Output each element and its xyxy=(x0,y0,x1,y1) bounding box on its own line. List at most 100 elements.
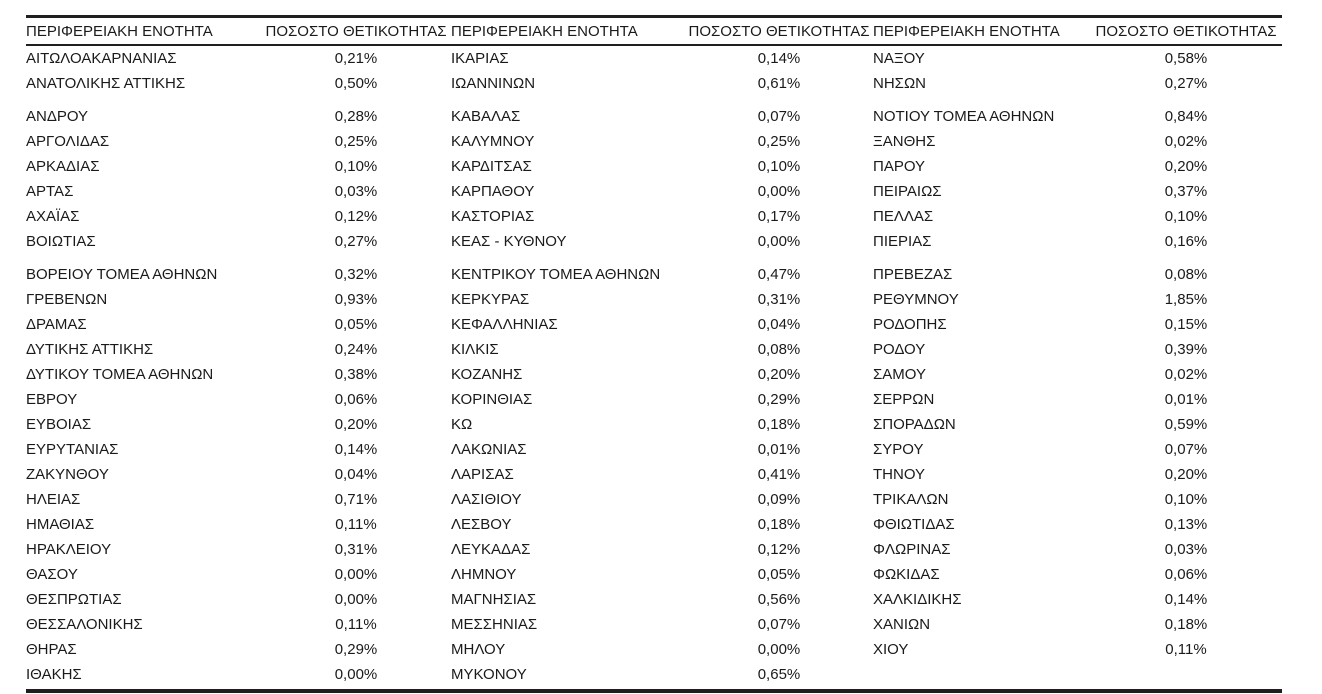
region-cell: ΖΑΚΥΝΘΟΥ xyxy=(26,466,109,483)
table-row: ΘΕΣΠΡΩΤΙΑΣ 0,00% ΜΑΓΝΗΣΙΑΣ 0,56% ΧΑΛΚΙΔΙΚΗΣ 0… xyxy=(26,587,1282,612)
region-cell: ΚΟΡΙΝΘΙΑΣ xyxy=(451,391,533,408)
positivity-value-cell: 0,59% xyxy=(1164,416,1208,433)
positivity-value-cell: 0,12% xyxy=(757,541,801,558)
region-cell: ΚΕΑΣ - ΚΥΘΝΟΥ xyxy=(451,233,567,250)
region-cell: ΛΑΚΩΝΙΑΣ xyxy=(451,441,527,458)
region-cell: ΞΑΝΘΗΣ xyxy=(873,133,936,150)
positivity-value-cell: 0,31% xyxy=(757,291,801,308)
region-cell: ΚΑΒΑΛΑΣ xyxy=(451,108,521,125)
positivity-value-cell: 0,05% xyxy=(757,566,801,583)
positivity-value-cell: 0,56% xyxy=(757,591,801,608)
table-row: ΓΡΕΒΕΝΩΝ 0,93% ΚΕΡΚΥΡΑΣ 0,31% ΡΕΘΥΜΝΟΥ 1,85% xyxy=(26,287,1282,312)
positivity-value-cell: 0,20% xyxy=(1164,466,1208,483)
positivity-value-cell: 0,15% xyxy=(1164,316,1208,333)
region-cell: ΠΡΕΒΕΖΑΣ xyxy=(873,266,953,283)
positivity-value-cell: 0,32% xyxy=(334,266,378,283)
positivity-value-cell: 0,04% xyxy=(757,316,801,333)
table-row: ΑΧΑΪΑΣ 0,12% ΚΑΣΤΟΡΙΑΣ 0,17% ΠΕΛΛΑΣ 0,10% xyxy=(26,204,1282,229)
table-row: ΑΡΓΟΛΙΔΑΣ 0,25% ΚΑΛΥΜΝΟΥ 0,25% ΞΑΝΘΗΣ 0,02% xyxy=(26,129,1282,154)
region-cell: ΚΩ xyxy=(451,416,473,433)
region-cell: ΕΥΡΥΤΑΝΙΑΣ xyxy=(26,441,119,458)
positivity-value-cell: 0,03% xyxy=(1164,541,1208,558)
table-row: ΑΡΚΑΔΙΑΣ 0,10% ΚΑΡΔΙΤΣΑΣ 0,10% ΠΑΡΟΥ 0,20% xyxy=(26,154,1282,179)
region-cell: ΠΕΙΡΑΙΩΣ xyxy=(873,183,942,200)
region-cell: ΝΟΤΙΟΥ ΤΟΜΕΑ ΑΘΗΝΩΝ xyxy=(873,108,1055,125)
positivity-value-cell: 0,00% xyxy=(757,183,801,200)
table-row: ΕΒΡΟΥ 0,06% ΚΟΡΙΝΘΙΑΣ 0,29% ΣΕΡΡΩΝ 0,01% xyxy=(26,387,1282,412)
table-row: ΔΥΤΙΚΟΥ ΤΟΜΕΑ ΑΘΗΝΩΝ 0,38% ΚΟΖΑΝΗΣ 0,20% ΣΑΜ… xyxy=(26,362,1282,387)
positivity-value-cell: 0,20% xyxy=(757,366,801,383)
region-cell: ΔΡΑΜΑΣ xyxy=(26,316,87,333)
positivity-value-cell: 0,18% xyxy=(1164,616,1208,633)
header-positivity-3: ΠΟΣΟΣΤΟ ΘΕΤΙΚΟΤΗΤΑΣ xyxy=(1095,22,1277,40)
region-cell: ΜΗΛΟΥ xyxy=(451,641,506,658)
region-cell: ΙΩΑΝΝΙΝΩΝ xyxy=(451,75,536,92)
region-cell: ΡΕΘΥΜΝΟΥ xyxy=(873,291,959,308)
table-row: ΖΑΚΥΝΘΟΥ 0,04% ΛΑΡΙΣΑΣ 0,41% ΤΗΝΟΥ 0,20% xyxy=(26,462,1282,487)
region-cell: ΑΡΚΑΔΙΑΣ xyxy=(26,158,100,175)
positivity-value-cell: 0,27% xyxy=(1164,75,1208,92)
region-cell: ΝΗΣΩΝ xyxy=(873,75,926,92)
positivity-value-cell: 0,00% xyxy=(334,666,378,683)
region-cell: ΘΕΣΣΑΛΟΝΙΚΗΣ xyxy=(26,616,143,633)
region-cell: ΠΑΡΟΥ xyxy=(873,158,926,175)
region-cell: ΘΗΡΑΣ xyxy=(26,641,77,658)
table-row: ΗΡΑΚΛΕΙΟΥ 0,31% ΛΕΥΚΑΔΑΣ 0,12% ΦΛΩΡΙΝΑΣ 0,03% xyxy=(26,537,1282,562)
positivity-value-cell: 0,00% xyxy=(757,641,801,658)
region-cell: ΛΕΥΚΑΔΑΣ xyxy=(451,541,531,558)
region-cell: ΚΕΡΚΥΡΑΣ xyxy=(451,291,530,308)
table-row: ΔΡΑΜΑΣ 0,05% ΚΕΦΑΛΛΗΝΙΑΣ 0,04% ΡΟΔΟΠΗΣ 0,15% xyxy=(26,312,1282,337)
region-cell: ΧΑΝΙΩΝ xyxy=(873,616,931,633)
positivity-value-cell: 0,03% xyxy=(334,183,378,200)
positivity-rate-table: ΠΕΡΙΦΕΡΕΙΑΚΗ ΕΝΟΤΗΤΑ ΠΟΣΟΣΤΟ ΘΕΤΙΚΟΤΗΤΑΣ… xyxy=(26,15,1282,693)
positivity-value-cell: 0,39% xyxy=(1164,341,1208,358)
table-row: ΕΥΒΟΙΑΣ 0,20% ΚΩ 0,18% ΣΠΟΡΑΔΩΝ 0,59% xyxy=(26,412,1282,437)
region-cell: ΓΡΕΒΕΝΩΝ xyxy=(26,291,108,308)
positivity-value-cell: 0,10% xyxy=(1164,491,1208,508)
positivity-value-cell: 0,28% xyxy=(334,108,378,125)
table-row: ΒΟΙΩΤΙΑΣ 0,27% ΚΕΑΣ - ΚΥΘΝΟΥ 0,00% ΠΙΕΡΙΑΣ 0,… xyxy=(26,229,1282,254)
region-cell: ΒΟΡΕΙΟΥ ΤΟΜΕΑ ΑΘΗΝΩΝ xyxy=(26,266,218,283)
positivity-value-cell: 0,18% xyxy=(757,516,801,533)
table-row: ΔΥΤΙΚΗΣ ΑΤΤΙΚΗΣ 0,24% ΚΙΛΚΙΣ 0,08% ΡΟΔΟΥ 0,39… xyxy=(26,337,1282,362)
region-cell: ΘΕΣΠΡΩΤΙΑΣ xyxy=(26,591,122,608)
positivity-value-cell: 0,31% xyxy=(334,541,378,558)
region-cell: ΔΥΤΙΚΟΥ ΤΟΜΕΑ ΑΘΗΝΩΝ xyxy=(26,366,214,383)
positivity-value-cell xyxy=(1090,662,1282,687)
positivity-value-cell: 0,00% xyxy=(757,233,801,250)
region-cell: ΚΙΛΚΙΣ xyxy=(451,341,499,358)
positivity-value-cell: 0,29% xyxy=(334,641,378,658)
positivity-value-cell: 0,07% xyxy=(757,108,801,125)
region-cell: ΠΙΕΡΙΑΣ xyxy=(873,233,932,250)
table-row: ΙΘΑΚΗΣ 0,00% ΜΥΚΟΝΟΥ 0,65% xyxy=(26,662,1282,687)
header-positivity-2: ΠΟΣΟΣΤΟ ΘΕΤΙΚΟΤΗΤΑΣ xyxy=(688,22,870,40)
positivity-value-cell: 0,00% xyxy=(334,591,378,608)
positivity-value-cell: 0,16% xyxy=(1164,233,1208,250)
region-cell: ΜΥΚΟΝΟΥ xyxy=(451,666,527,683)
positivity-value-cell: 0,25% xyxy=(757,133,801,150)
positivity-value-cell: 0,08% xyxy=(757,341,801,358)
region-cell xyxy=(873,662,1090,687)
document-page: ΠΕΡΙΦΕΡΕΙΑΚΗ ΕΝΟΤΗΤΑ ΠΟΣΟΣΤΟ ΘΕΤΙΚΟΤΗΤΑΣ… xyxy=(0,15,1322,694)
region-cell: ΚΑΣΤΟΡΙΑΣ xyxy=(451,208,535,225)
region-cell: ΔΥΤΙΚΗΣ ΑΤΤΙΚΗΣ xyxy=(26,341,154,358)
region-cell: ΙΚΑΡΙΑΣ xyxy=(451,50,509,67)
positivity-value-cell: 0,41% xyxy=(757,466,801,483)
positivity-value-cell: 0,29% xyxy=(757,391,801,408)
region-cell: ΗΛΕΙΑΣ xyxy=(26,491,81,508)
region-cell: ΑΡΓΟΛΙΔΑΣ xyxy=(26,133,110,150)
header-positivity-1: ΠΟΣΟΣΤΟ ΘΕΤΙΚΟΤΗΤΑΣ xyxy=(265,22,447,40)
region-cell: ΣΕΡΡΩΝ xyxy=(873,391,935,408)
positivity-value-cell: 0,65% xyxy=(757,666,801,683)
positivity-value-cell: 0,50% xyxy=(334,75,378,92)
region-cell: ΜΕΣΣΗΝΙΑΣ xyxy=(451,616,538,633)
positivity-value-cell: 0,58% xyxy=(1164,50,1208,67)
positivity-value-cell: 0,27% xyxy=(334,233,378,250)
positivity-value-cell: 0,17% xyxy=(757,208,801,225)
table-header-row: ΠΕΡΙΦΕΡΕΙΑΚΗ ΕΝΟΤΗΤΑ ΠΟΣΟΣΤΟ ΘΕΤΙΚΟΤΗΤΑΣ… xyxy=(26,18,1282,46)
region-cell: ΚΕΦΑΛΛΗΝΙΑΣ xyxy=(451,316,558,333)
positivity-value-cell: 0,71% xyxy=(334,491,378,508)
table-body: ΑΙΤΩΛΟΑΚΑΡΝΑΝΙΑΣ 0,21% ΙΚΑΡΙΑΣ 0,14% ΝΑΞΟΥ 0,… xyxy=(26,46,1282,689)
region-cell: ΣΠΟΡΑΔΩΝ xyxy=(873,416,956,433)
positivity-value-cell: 0,13% xyxy=(1164,516,1208,533)
